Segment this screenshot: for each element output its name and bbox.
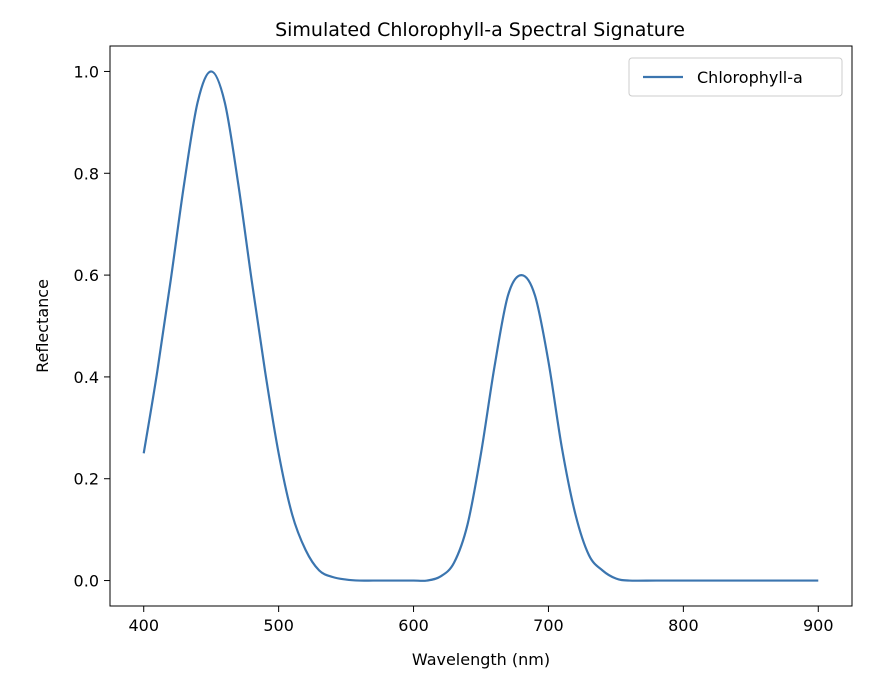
x-tick-label: 500	[263, 616, 294, 635]
x-tick-label: 700	[533, 616, 564, 635]
y-tick-label: 0.0	[74, 572, 99, 591]
legend-frame	[628, 57, 843, 97]
x-tick-label: 400	[128, 616, 159, 635]
x-tick-label: 800	[668, 616, 699, 635]
y-tick-label: 0.6	[74, 266, 99, 285]
plot-area	[109, 45, 853, 607]
y-tick-label: 1.0	[74, 62, 99, 81]
y-tick-label: 0.8	[74, 164, 99, 183]
chart-title: Simulated Chlorophyll-a Spectral Signatu…	[275, 19, 685, 41]
y-axis-label: Reflectance	[33, 279, 52, 373]
x-tick-label: 600	[398, 616, 429, 635]
legend: Chlorophyll-a	[628, 57, 843, 97]
y-axis: 0.0 0.2 0.4 0.6 0.8 1.0	[74, 62, 110, 591]
x-tick-label: 900	[803, 616, 834, 635]
series-layer	[142, 70, 819, 582]
series-line-chlorophyll-a	[142, 70, 819, 582]
x-axis: 400 500 600 700 800 900	[128, 606, 834, 635]
y-tick-label: 0.2	[74, 470, 99, 489]
legend-label: Chlorophyll-a	[697, 68, 803, 87]
x-axis-label: Wavelength (nm)	[412, 650, 550, 669]
y-tick-label: 0.4	[74, 368, 99, 387]
